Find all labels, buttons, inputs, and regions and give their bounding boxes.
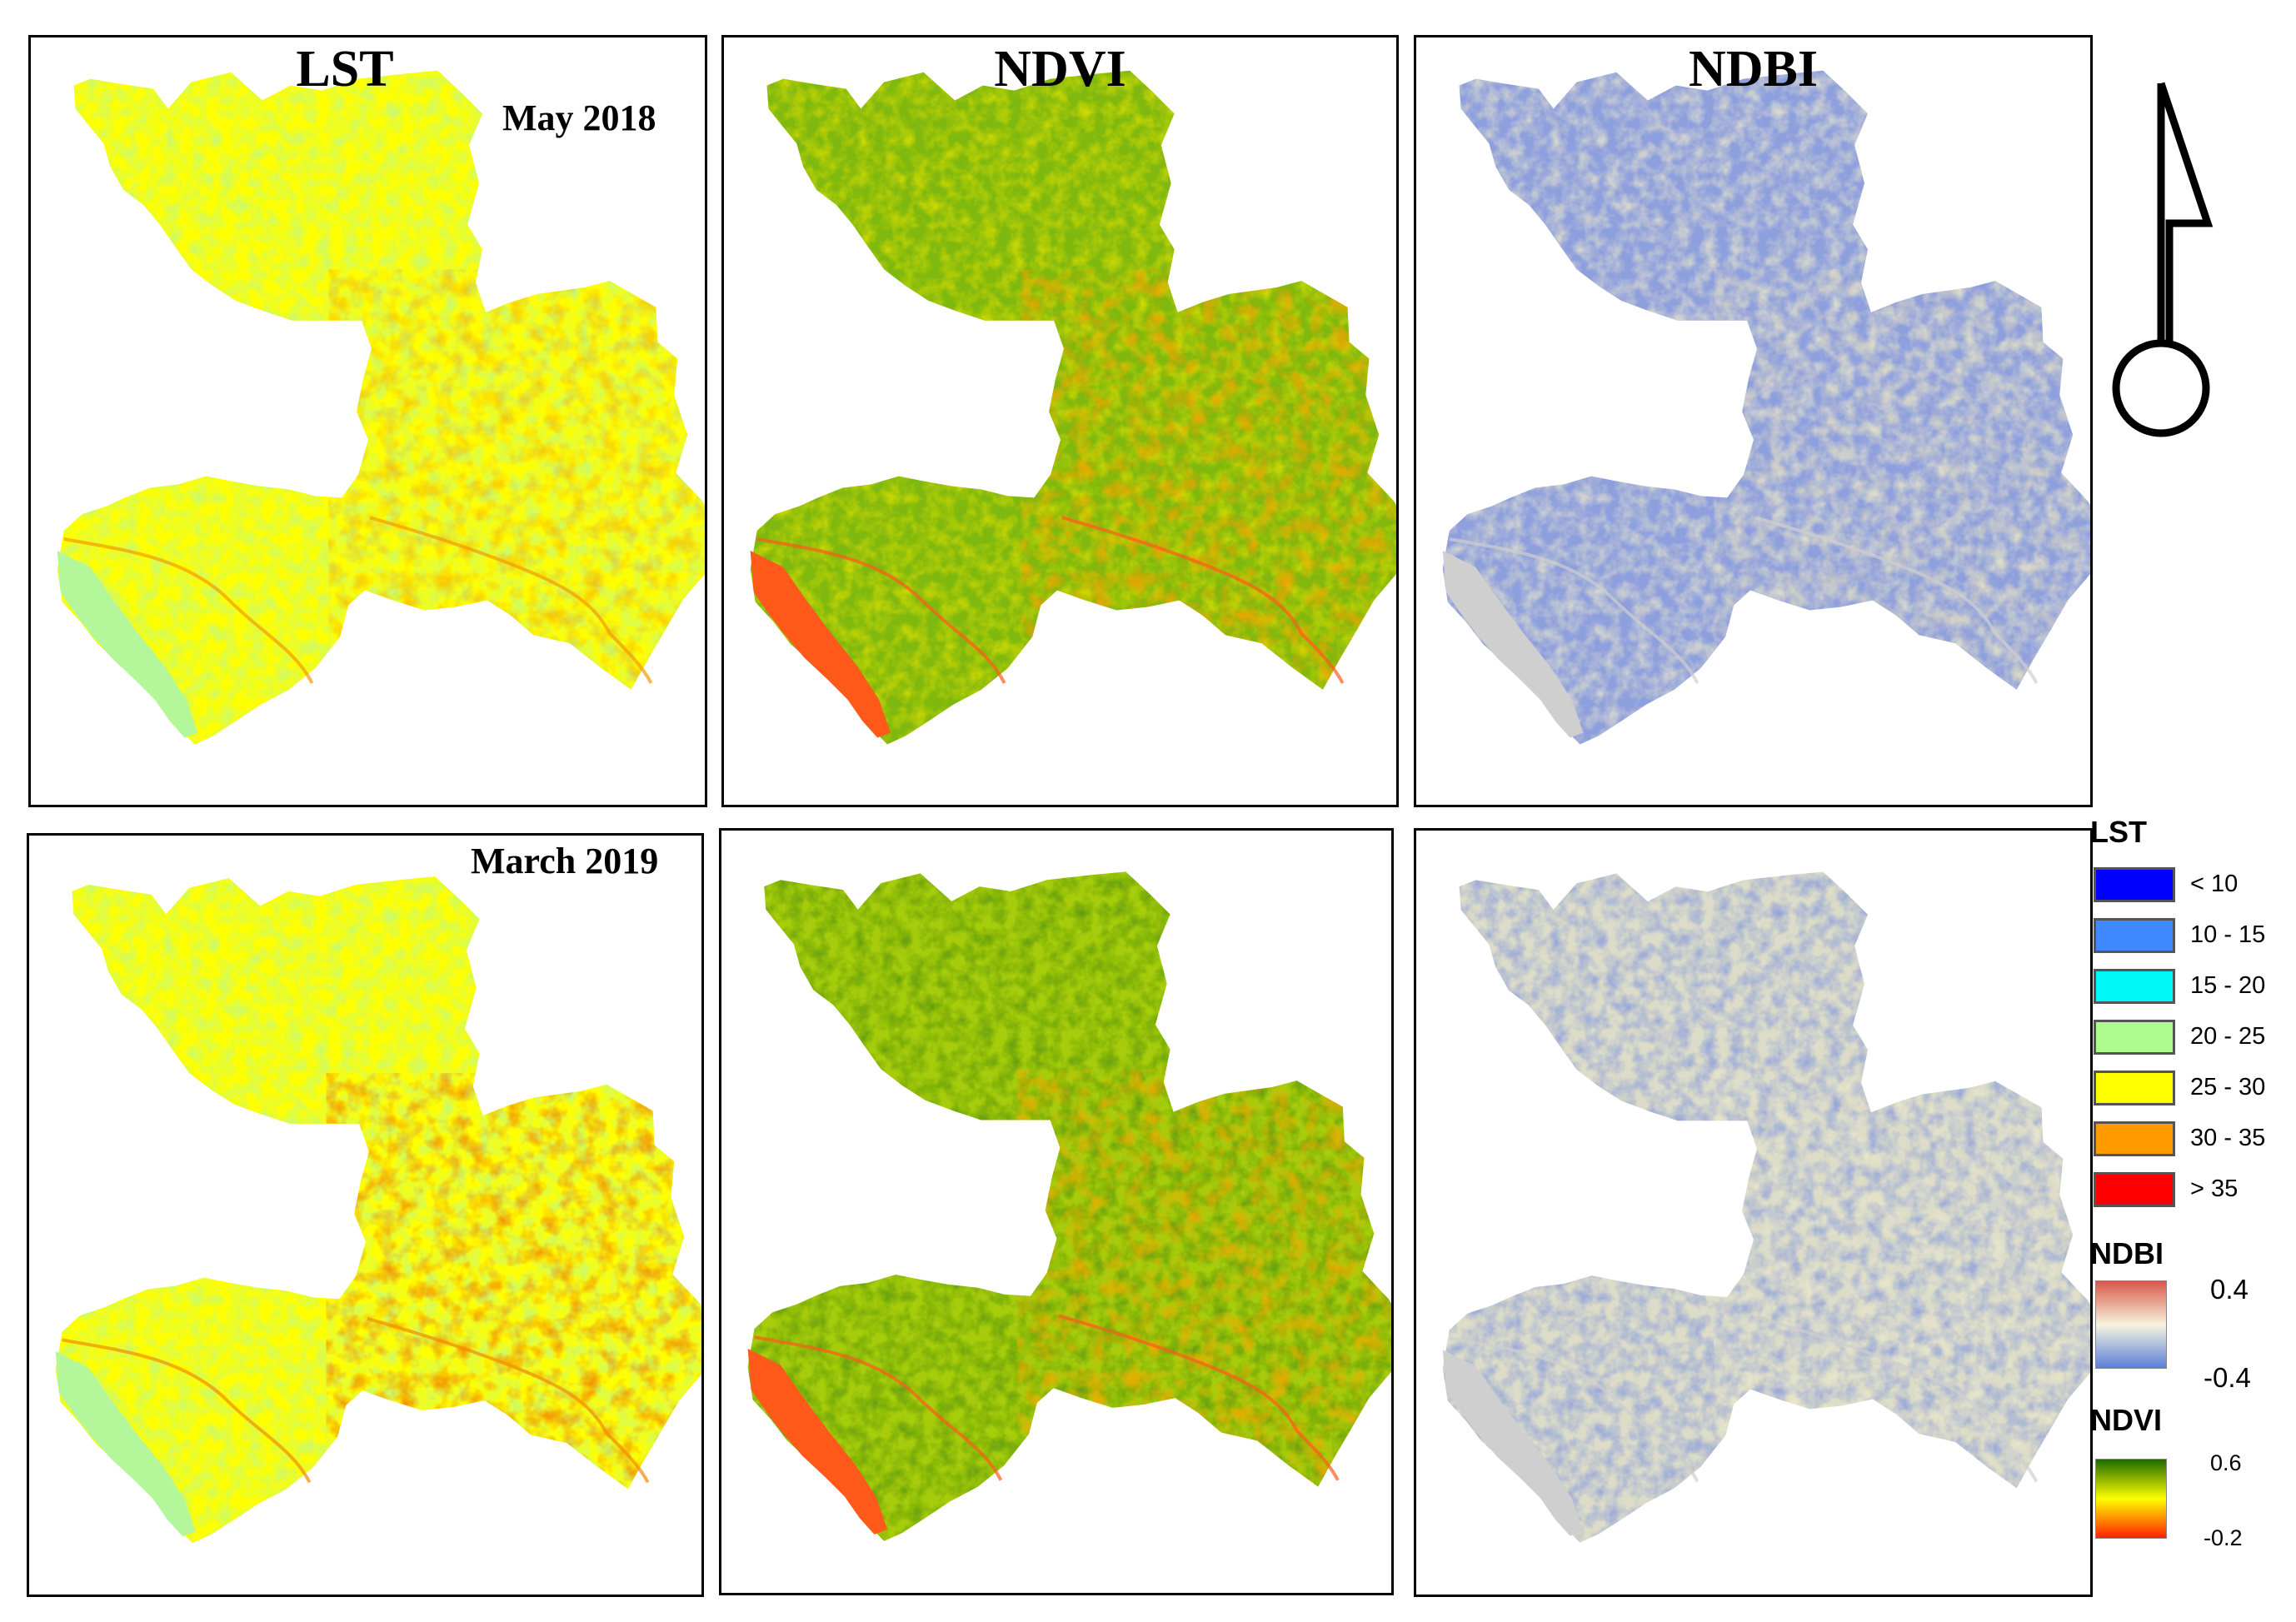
- legend-ndvi-ramp: [2095, 1459, 2167, 1539]
- legend-swatch: [2094, 867, 2175, 902]
- map-panel-ndbi-may-2018: [1414, 35, 2093, 807]
- map-panel-ndvi-march-2019: [719, 828, 1394, 1595]
- legend-lst-class: > 35: [2087, 1172, 2295, 1212]
- legend-class-label: > 35: [2190, 1175, 2239, 1202]
- north-arrow-icon: [2112, 82, 2214, 437]
- map-svg: [57, 70, 705, 745]
- legend-lst-class: < 10: [2087, 867, 2295, 907]
- study-area-map: [750, 70, 1396, 745]
- map-panel-ndvi-may-2018: [721, 35, 1399, 807]
- map-svg: [55, 876, 701, 1544]
- legend-ndvi-title: NDVI: [2090, 1403, 2163, 1437]
- map-panel-lst-may-2018: [28, 35, 707, 807]
- ndbi-title: NDBI: [1688, 41, 1819, 97]
- legend-ndvi-max: 0.6: [2210, 1450, 2242, 1475]
- study-area-map: [1442, 871, 2090, 1543]
- study-area-map: [1442, 70, 2090, 745]
- map-panel-ndbi-march-2019: [1414, 828, 2093, 1597]
- map-svg: [1442, 70, 2090, 745]
- legend-lst-title: LST: [2090, 815, 2147, 849]
- lst-title: LST: [296, 41, 394, 97]
- date-label-may-2018: May 2018: [502, 97, 656, 138]
- legend-ndbi-title: NDBI: [2090, 1236, 2164, 1270]
- legend-class-label: 15 - 20: [2190, 972, 2266, 999]
- map-svg: [1442, 871, 2090, 1543]
- legend-class-label: 25 - 30: [2190, 1074, 2266, 1100]
- legend-ndbi-max: 0.4: [2210, 1274, 2249, 1305]
- date-label-march-2019: March 2019: [471, 841, 659, 881]
- legend: LST < 10 10 - 15 15 - 20 20 - 25 25 - 30 30 -…: [2087, 804, 2296, 1554]
- legend-lst-class: 30 - 35: [2087, 1121, 2295, 1161]
- legend-ndbi-min: -0.4: [2204, 1362, 2251, 1393]
- legend-ndvi-min: -0.2: [2204, 1525, 2243, 1550]
- legend-class-label: < 10: [2190, 871, 2239, 897]
- legend-class-label: 20 - 25: [2190, 1023, 2266, 1050]
- study-area-map: [57, 70, 705, 745]
- legend-swatch: [2094, 969, 2175, 1004]
- legend-lst-class: 10 - 15: [2087, 918, 2295, 958]
- legend-swatch: [2094, 1121, 2175, 1156]
- legend-swatch: [2094, 918, 2175, 953]
- study-area-map: [55, 876, 701, 1544]
- map-svg: [750, 70, 1396, 745]
- legend-lst-class: 15 - 20: [2087, 969, 2295, 1009]
- legend-lst-class: 20 - 25: [2087, 1020, 2295, 1060]
- map-svg: [747, 871, 1391, 1541]
- legend-swatch: [2094, 1172, 2175, 1207]
- legend-ndbi-ramp: [2095, 1280, 2167, 1369]
- map-panel-lst-march-2019: [27, 833, 704, 1597]
- legend-lst-class: 25 - 30: [2087, 1071, 2295, 1110]
- study-area-map: [747, 871, 1391, 1541]
- ndvi-title: NDVI: [994, 41, 1126, 97]
- legend-swatch: [2094, 1020, 2175, 1055]
- legend-swatch: [2094, 1071, 2175, 1105]
- legend-class-label: 10 - 15: [2190, 921, 2266, 948]
- legend-class-label: 30 - 35: [2190, 1125, 2266, 1151]
